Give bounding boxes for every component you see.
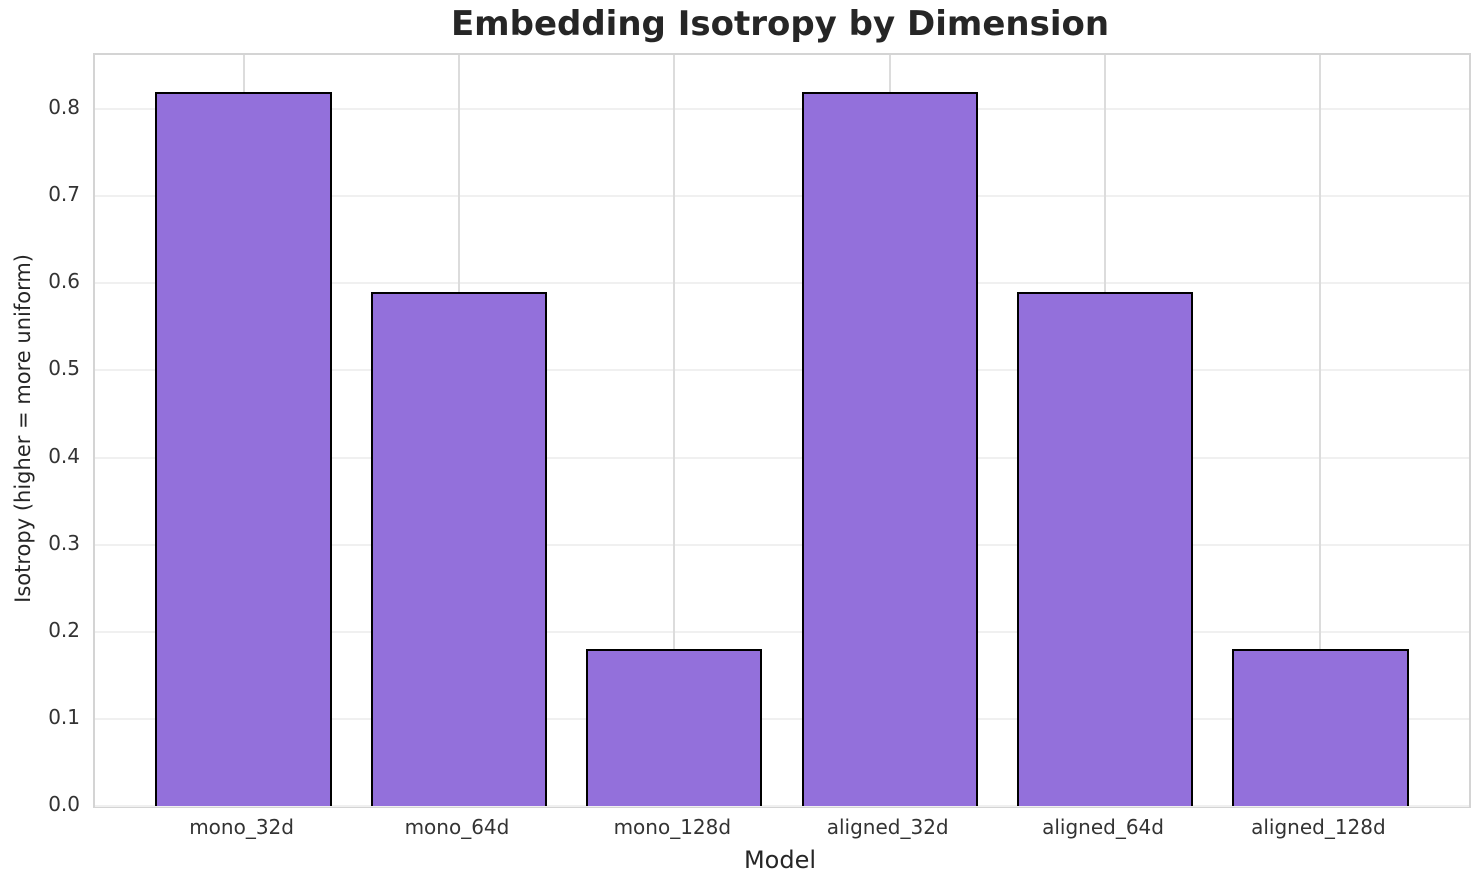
y-tick-0.8: 0.8 [48, 95, 80, 120]
y-tick-0.0: 0.0 [48, 792, 80, 816]
y-tick-0.4: 0.4 [48, 443, 80, 468]
x-axis-label: Model [743, 846, 817, 874]
x-tick-mono_32d: mono_32d [189, 815, 294, 839]
x-tick-aligned_32d: aligned_32d [826, 815, 949, 839]
y-axis-label: Isotropy (higher = more uniform) [11, 254, 35, 603]
gridline-y-0.8 [95, 108, 1469, 111]
plot-area [93, 53, 1471, 808]
y-tick-0.6: 0.6 [48, 269, 80, 294]
x-tick-aligned_128d: aligned_128d [1251, 815, 1386, 839]
gridline-y-0.4 [95, 456, 1469, 459]
gridline-x-aligned_128d [1319, 55, 1322, 806]
y-tick-0.2: 0.2 [48, 617, 80, 642]
bar-mono_32d [155, 91, 332, 806]
gridline-y-0.3 [95, 543, 1469, 546]
gridline-y-0.5 [95, 369, 1469, 372]
y-tick-0.5: 0.5 [48, 356, 80, 381]
bar-mono_64d [370, 291, 548, 806]
y-tick-0.1: 0.1 [48, 704, 80, 729]
bar-aligned_32d [801, 91, 978, 806]
gridline-y-0.1 [95, 717, 1469, 720]
y-axis-label-column: Isotropy (higher = more uniform) [0, 53, 46, 804]
bar-mono_128d [586, 649, 763, 806]
x-tick-mono_64d: mono_64d [404, 815, 510, 839]
gridline-x-mono_128d [673, 55, 676, 806]
y-tick-0.7: 0.7 [48, 182, 80, 207]
bar-aligned_128d [1232, 649, 1409, 806]
bar-aligned_64d [1016, 291, 1194, 806]
x-tick-aligned_64d: aligned_64d [1042, 815, 1164, 839]
chart-title: Embedding Isotropy by Dimension [450, 4, 1110, 44]
x-tick-mono_128d: mono_128d [613, 815, 732, 839]
gridline-y-0.6 [95, 282, 1469, 285]
gridline-y-0.0 [95, 805, 1469, 807]
y-tick-0.3: 0.3 [48, 530, 80, 555]
gridline-y-0.7 [95, 195, 1469, 198]
gridline-y-0.2 [95, 630, 1469, 633]
